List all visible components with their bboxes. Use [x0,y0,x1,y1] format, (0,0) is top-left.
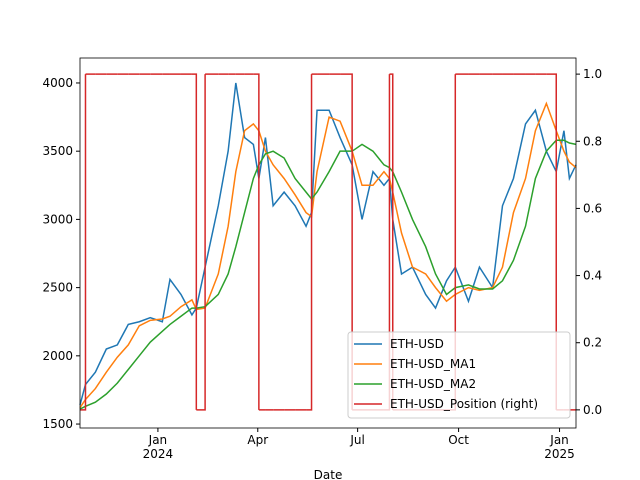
x-tick-label: Jan 2024 [142,433,174,461]
line [79,82,577,406]
y-tick-label: 2000 [42,349,73,363]
legend-box [347,331,571,419]
position-step [340,73,353,410]
legend-label: ETH-USD [390,337,444,351]
x-tick-label: Jul [350,433,365,447]
y-tick-label: 4000 [42,76,73,90]
legend-label: ETH-USD_MA2 [390,377,476,391]
x-tick-label: Apr [247,433,269,447]
x-axis-label: Date [313,468,343,480]
x-tick-label: Jan 2025 [544,433,575,461]
y2-tick-label: 0.6 [583,201,602,215]
y2-tick-label: 0.8 [583,134,602,148]
y2-tick-label: 0.0 [583,403,602,417]
line [79,101,577,409]
position-step [80,74,87,411]
line [79,139,577,410]
legend-label: ETH-USD_Position (right) [390,397,538,411]
x-tick-label: Oct [448,433,469,447]
y2-tick-label: 1.0 [583,67,602,81]
y-tick-label: 3000 [42,212,73,226]
position-step [191,73,198,410]
plot-frame [79,57,577,429]
position-step [306,74,313,411]
y-tick-label: 1500 [42,417,73,431]
y2-tick-label: 0.2 [583,336,602,350]
position-step [546,73,557,410]
position-step [196,74,206,411]
position-step [389,73,394,410]
legend-label: ETH-USD_MA1 [390,357,476,371]
position-step [253,73,260,410]
y2-tick-label: 0.4 [583,269,602,283]
y-tick-label: 2500 [42,281,73,295]
y-tick-label: 3500 [42,144,73,158]
